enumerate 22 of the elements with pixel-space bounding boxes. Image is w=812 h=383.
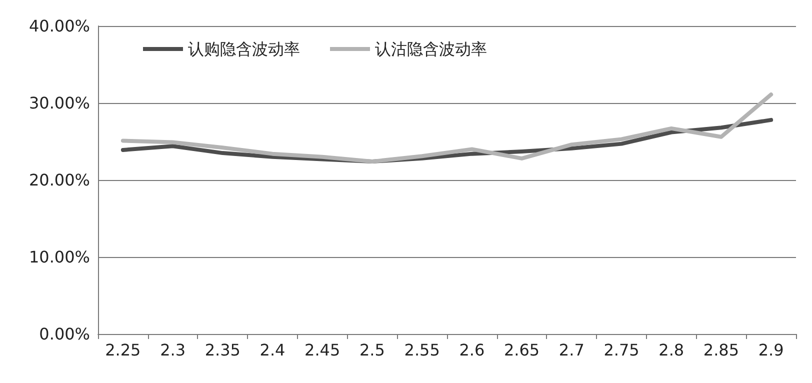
x-tick-label: 2.9 [758,340,784,360]
x-tick-label: 2.55 [404,340,440,360]
x-tick-label: 2.45 [304,340,340,360]
x-tick-label: 2.25 [105,340,141,360]
y-tick-label: 20.00% [28,170,90,190]
x-tick-label: 2.8 [658,340,684,360]
x-tick-label: 2.85 [703,340,740,360]
x-tick-label: 2.6 [459,340,485,360]
x-tick-label: 2.65 [504,340,540,360]
x-tick-label: 2.3 [160,340,186,360]
x-tick-label: 2.35 [204,340,240,360]
x-tick-label: 2.4 [260,340,286,360]
y-tick-label: 30.00% [28,94,90,112]
x-tick-label: 2.7 [558,340,584,360]
y-tick-label: 0.00% [39,324,90,344]
legend-label: 认沽隐含波动率 [375,40,487,58]
y-tick-label: 40.00% [28,16,90,36]
y-tick-label: 10.00% [28,248,90,266]
x-tick-label: 2.75 [604,340,640,360]
x-tick-label: 2.5 [359,340,385,360]
line-series [120,92,774,164]
legend-label: 认购隐含波动率 [188,40,300,58]
